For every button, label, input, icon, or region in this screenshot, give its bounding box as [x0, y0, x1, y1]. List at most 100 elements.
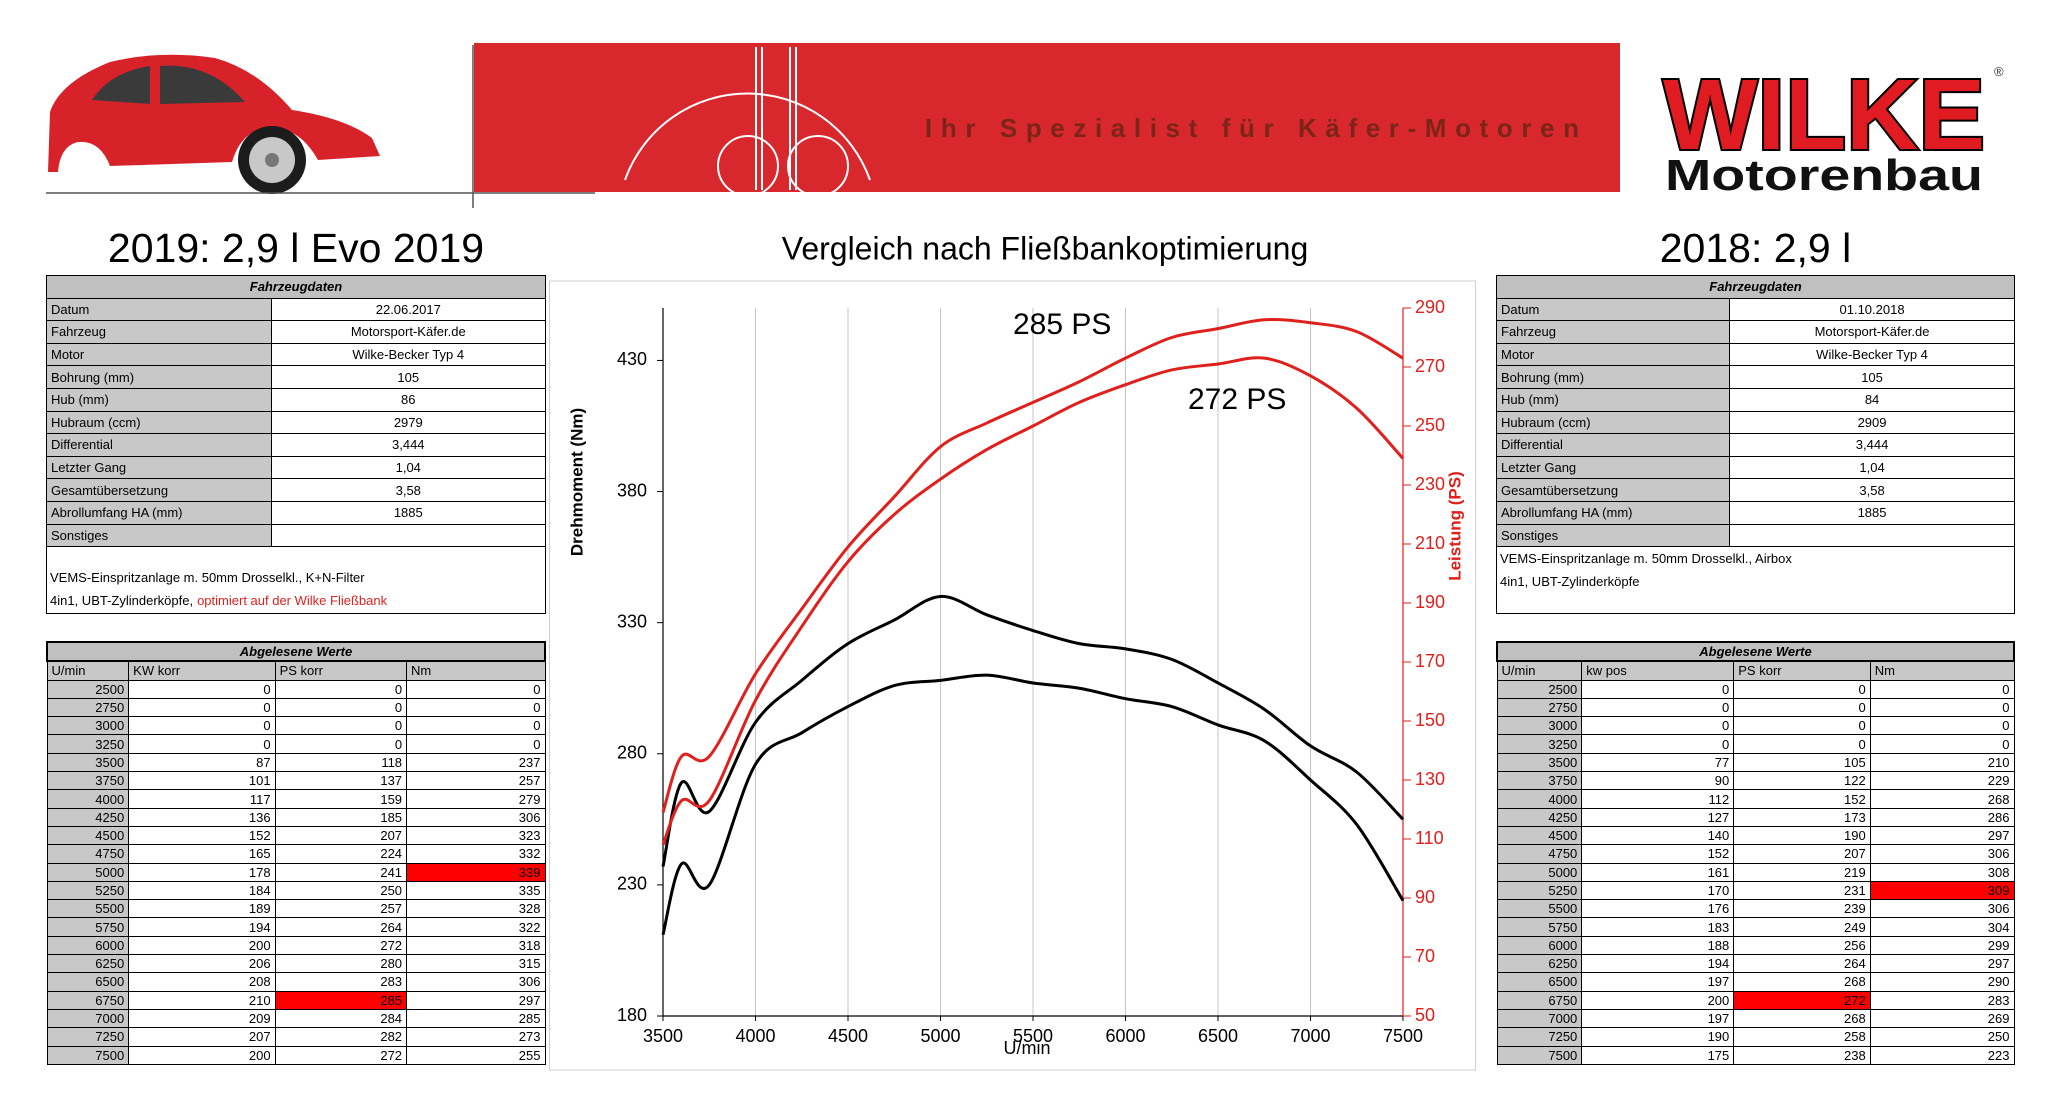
- chart: Vergleich nach Fließbankoptimierung 3500…: [549, 230, 1476, 1071]
- row: 4500 140 190 297: [1496, 825, 2015, 846]
- cell: 264: [274, 917, 408, 937]
- row: 6500 208 283 306: [46, 972, 546, 992]
- cell: 4500: [46, 825, 130, 846]
- field-value: 22.06.2017: [270, 297, 547, 322]
- field-value: 1,04: [1729, 455, 2015, 480]
- cell: 101: [128, 771, 276, 791]
- x-tick-label: 3500: [643, 1026, 683, 1046]
- field-value: 01.10.2018: [1729, 297, 2015, 322]
- cell: 206: [128, 954, 276, 974]
- x-tick-label: 4000: [735, 1026, 775, 1046]
- cell: 178: [128, 862, 276, 882]
- cell: 4500: [1496, 825, 1583, 846]
- field-label: Abrollumfang HA (mm): [46, 500, 272, 525]
- note-line: 4in1, UBT-Zylinderköpfe, optimiert auf de…: [50, 589, 545, 612]
- cell: 5500: [46, 899, 130, 919]
- cell: 283: [274, 972, 408, 992]
- y-axis-label: Drehmoment (Nm): [567, 408, 586, 556]
- y-tick-label: 180: [617, 1005, 647, 1025]
- cell: 194: [1581, 954, 1735, 974]
- row: Bohrung (mm) 105: [46, 365, 547, 389]
- cell: 282: [274, 1027, 408, 1047]
- cell: 0: [128, 679, 276, 699]
- field-label: Gesamtübersetzung: [46, 478, 272, 502]
- cell: 118: [274, 752, 408, 773]
- field-label: Letzter Gang: [46, 455, 272, 480]
- column-header: U/min: [46, 660, 130, 681]
- cell: 237: [406, 752, 546, 773]
- row: Bohrung (mm) 105: [1495, 365, 2015, 389]
- cell: 6500: [1496, 972, 1583, 992]
- note-highlight: optimiert auf der Wilke Fließbank: [197, 593, 388, 609]
- cell: 0: [1869, 716, 2015, 736]
- cell: 184: [128, 880, 276, 901]
- cell: 223: [1869, 1045, 2015, 1065]
- cell: 257: [406, 771, 546, 791]
- cell: 197: [1581, 972, 1735, 992]
- field-label: Gesamtübersetzung: [1495, 478, 1731, 502]
- cell: 231: [1733, 880, 1871, 901]
- cell: 3000: [1496, 716, 1583, 736]
- cell: 306: [406, 972, 546, 992]
- cell: 273: [406, 1027, 546, 1047]
- field-value: 1885: [270, 500, 547, 525]
- row: Abrollumfang HA (mm) 1885: [1495, 500, 2015, 525]
- row: Letzter Gang 1,04: [46, 455, 547, 480]
- cell: 0: [128, 716, 276, 736]
- cell: 306: [406, 807, 546, 827]
- row: 5750 183 249 304: [1496, 917, 2015, 937]
- row: 7000 209 284 285: [46, 1008, 546, 1029]
- cell: 136: [128, 807, 276, 827]
- row: Differential 3,444: [1495, 433, 2015, 457]
- right-heading: 2018: 2,9 l: [1659, 225, 1852, 271]
- x-tick-label: 7500: [1383, 1026, 1423, 1046]
- row: 7250 190 258 250: [1496, 1027, 2015, 1047]
- note-text: VEMS-Einspritzanlage m. 50mm Drosselkl.,…: [50, 570, 365, 586]
- cell: 269: [1869, 1008, 2015, 1029]
- row: 3000 0 0 0: [1496, 716, 2015, 736]
- field-value: 1,04: [270, 455, 547, 480]
- field-label: Motor: [1495, 342, 1731, 367]
- cell: 304: [1869, 917, 2015, 937]
- cell: 306: [1869, 899, 2015, 919]
- cell: 283: [1869, 990, 2015, 1010]
- cell: 7250: [46, 1027, 130, 1047]
- cell: 322: [406, 917, 546, 937]
- row: 3750 101 137 257: [46, 771, 546, 791]
- cell: 117: [128, 789, 276, 809]
- row: Gesamtübersetzung 3,58: [1495, 478, 2015, 502]
- row: 3000 0 0 0: [46, 716, 546, 736]
- field-label: Hubraum (ccm): [1495, 410, 1731, 435]
- readings-table: Abgelesene Werte U/min kw pos PS korr Nm 2500…: [1496, 640, 2015, 1065]
- cell: 0: [406, 716, 546, 736]
- y2-tick-label: 170: [1415, 651, 1445, 671]
- cell: 0: [1869, 697, 2015, 718]
- cell: 5000: [46, 862, 130, 882]
- cell: 0: [274, 697, 408, 718]
- cell: 3500: [46, 752, 130, 773]
- cell: 5250: [1496, 880, 1583, 901]
- cell: 210: [128, 990, 276, 1010]
- cell: 0: [1581, 716, 1735, 736]
- row: Fahrzeugdaten: [1496, 275, 2015, 299]
- cell: 257: [274, 899, 408, 919]
- row: Abrollumfang HA (mm) 1885: [46, 500, 547, 525]
- cell: 297: [1869, 825, 2015, 846]
- cell: 197: [1581, 1008, 1735, 1029]
- row: 6000 200 272 318: [46, 935, 546, 956]
- field-label: Bohrung (mm): [1495, 365, 1731, 389]
- row: 3500 77 105 210: [1496, 752, 2015, 773]
- cell: 6250: [46, 954, 130, 974]
- cell: 299: [1869, 935, 2015, 956]
- y-tick-label: 330: [617, 611, 647, 631]
- row: 5750 194 264 322: [46, 917, 546, 937]
- row: 4000 112 152 268: [1496, 789, 2015, 809]
- cell: 7000: [1496, 1008, 1583, 1029]
- row: 6500 197 268 290: [1496, 972, 2015, 992]
- y2-tick-label: 50: [1415, 1005, 1435, 1025]
- row: 6750 200 272 283: [1496, 990, 2015, 1010]
- cell: 152: [1733, 789, 1871, 809]
- cell: 175: [1581, 1045, 1735, 1065]
- data-line: [661, 673, 1405, 936]
- notes: VEMS-Einspritzanlage m. 50mm Drosselkl.,…: [1496, 547, 2015, 615]
